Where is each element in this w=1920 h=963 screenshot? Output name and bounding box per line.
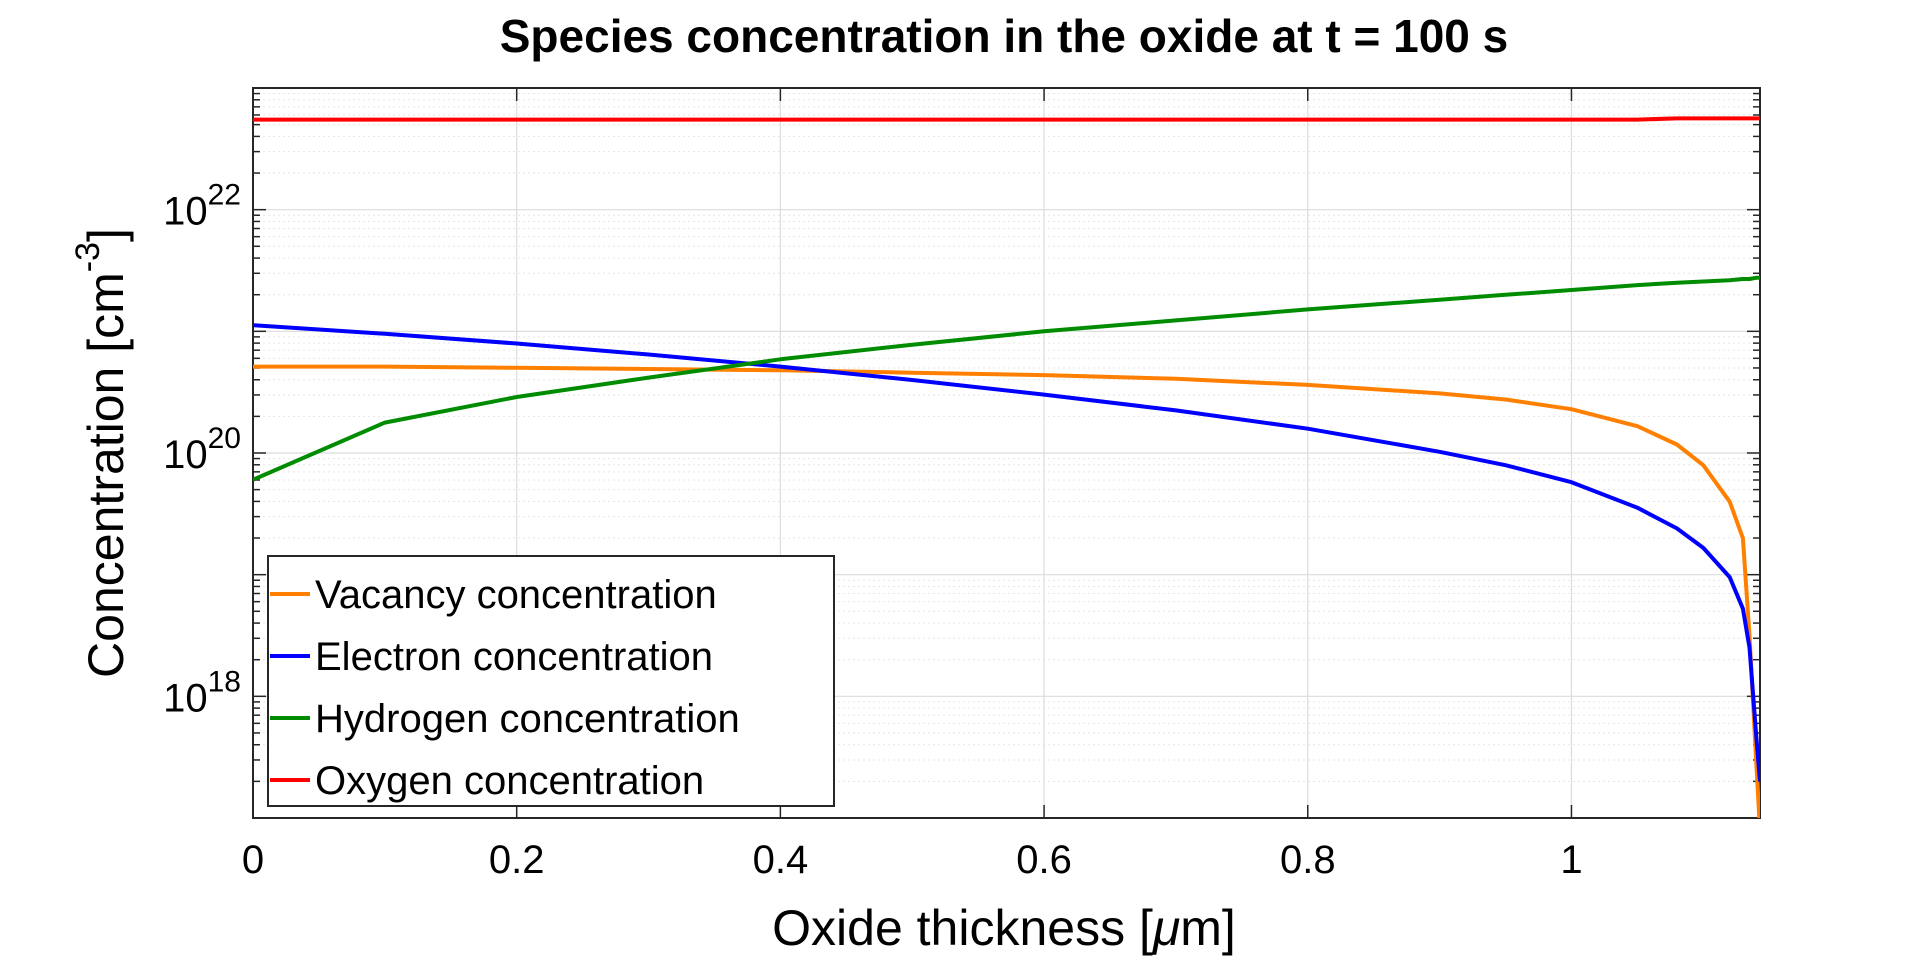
x-tick-label: 0.8: [1280, 838, 1336, 882]
y-axis-label-superscript: -3: [69, 242, 107, 272]
x-tick-label: 0.2: [489, 838, 545, 882]
x-tick-label: 0.4: [753, 838, 809, 882]
y-tick-label: 1018: [163, 665, 241, 720]
plot-area: [253, 116, 1760, 818]
axes: [252, 87, 1761, 819]
series-line-electron: [253, 323, 1760, 782]
series-line-vacancy: [253, 364, 1760, 818]
legend-label: Vacancy concentration: [315, 573, 717, 617]
y-axis-label-suffix: ]: [78, 228, 134, 242]
legend: Vacancy concentration Electron concentrat…: [267, 555, 835, 807]
tick-labels: 0 0.2 0.4 0.6 0.8 1 1018 1020 1022: [163, 179, 1582, 882]
y-tick-label: 1022: [163, 179, 241, 234]
series-group: [253, 116, 1760, 818]
y-axis-label: Concentration [cm-3]: [69, 228, 134, 678]
x-axis-label-suffix: m]: [1180, 900, 1236, 956]
chart-title: Species concentration in the oxide at t …: [500, 10, 1509, 62]
y-axis-label-prefix: Concentration [cm: [78, 272, 134, 678]
plot-border: [252, 87, 1761, 819]
x-axis-label: Oxide thickness [μm]: [772, 900, 1236, 956]
x-axis-label-prefix: Oxide thickness [: [772, 900, 1153, 956]
x-tick-label: 0: [242, 838, 264, 882]
x-tick-label: 0.6: [1016, 838, 1072, 882]
x-tick-label: 1: [1560, 838, 1582, 882]
series-line-hydrogen: [253, 275, 1760, 482]
legend-label: Hydrogen concentration: [315, 697, 740, 741]
series-line-oxygen: [253, 116, 1760, 122]
x-axis-label-symbol: μ: [1151, 900, 1180, 956]
legend-label: Oxygen concentration: [315, 759, 704, 803]
legend-box: [267, 555, 835, 807]
y-tick-label: 1020: [163, 422, 241, 477]
legend-label: Electron concentration: [315, 635, 713, 679]
